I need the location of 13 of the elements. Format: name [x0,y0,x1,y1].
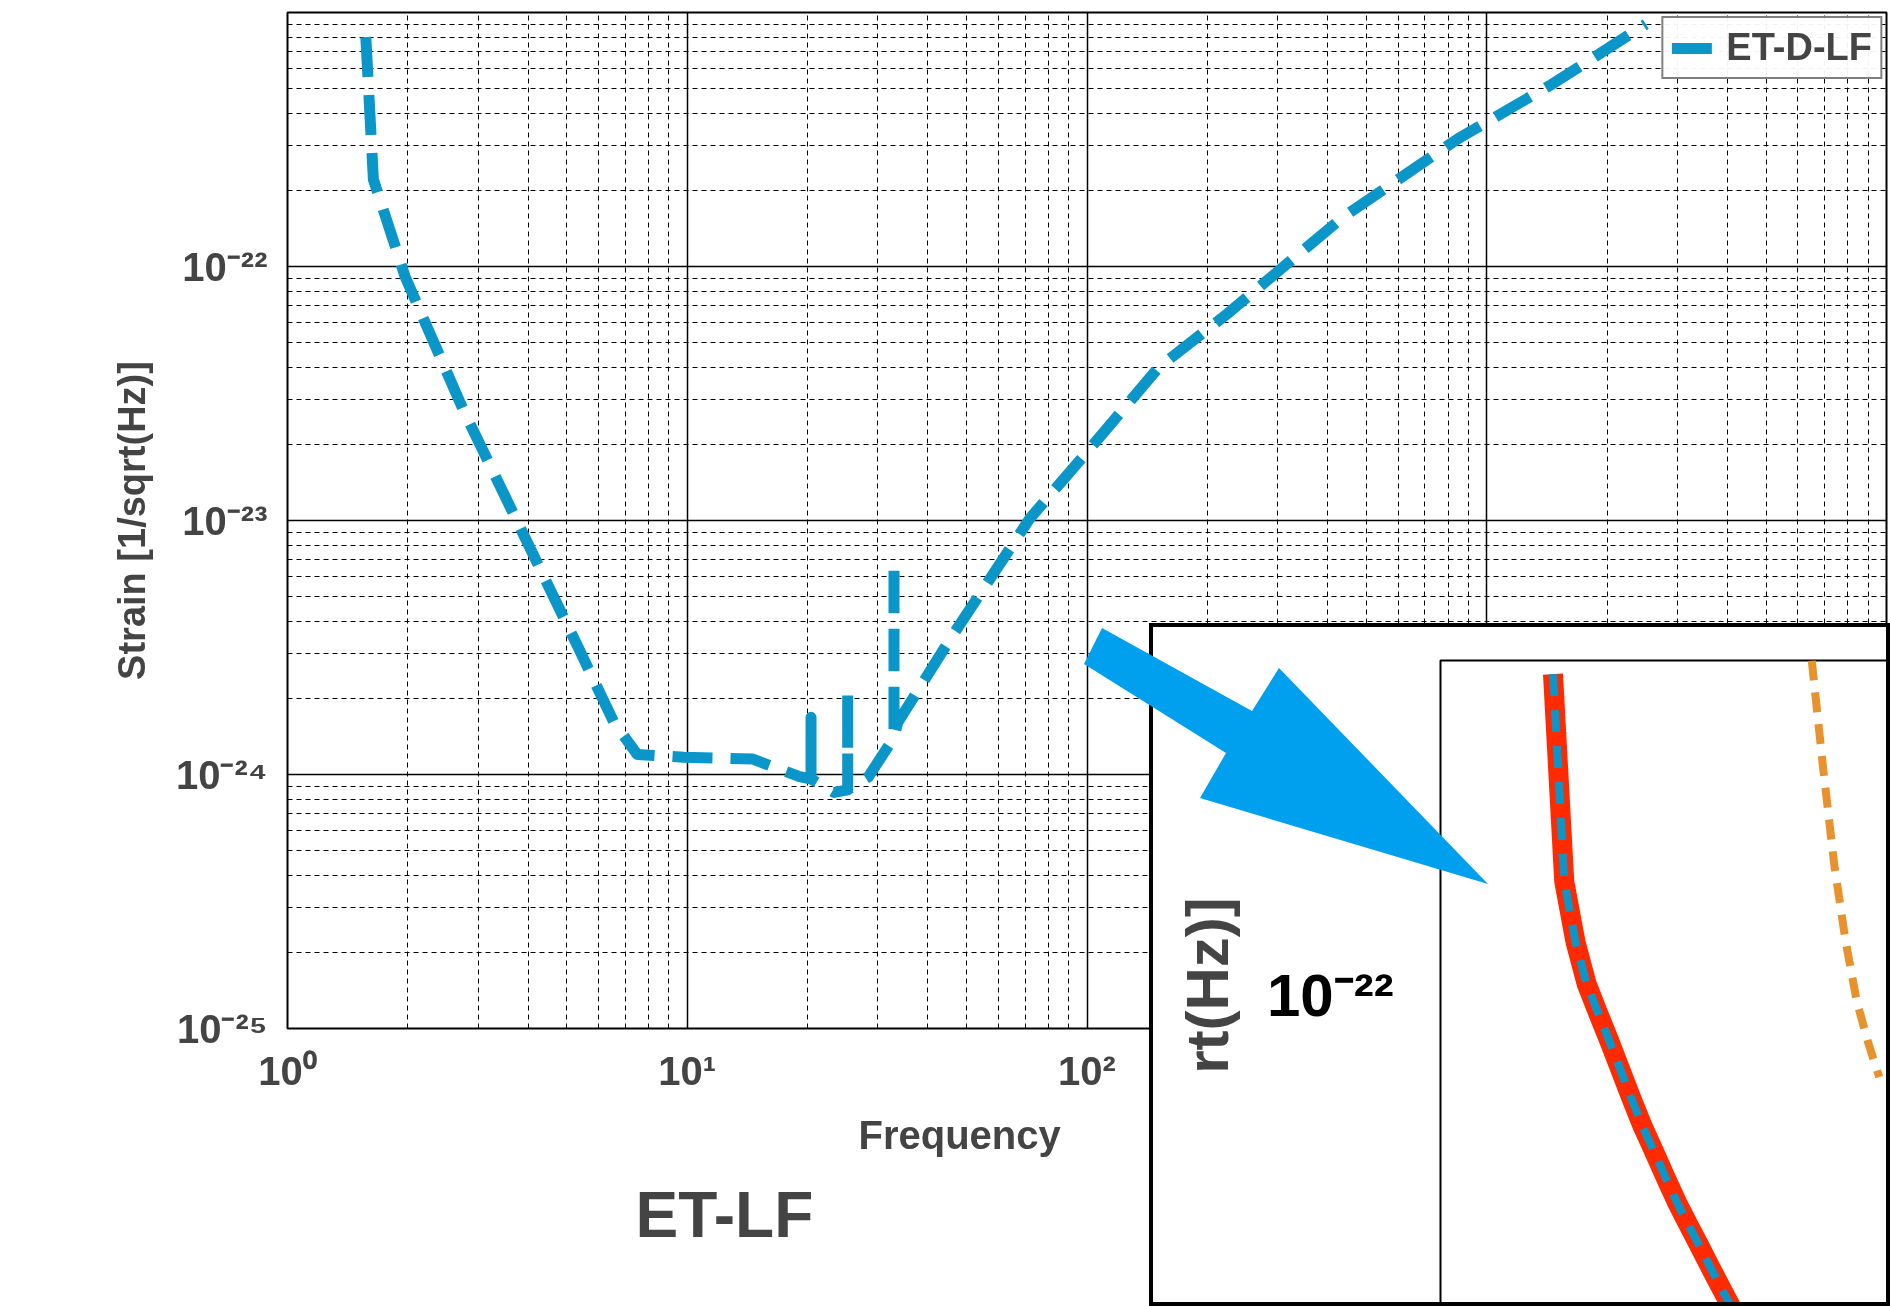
y-tick-label: 10⁻²⁴ [175,752,268,797]
y-axis-title: rt(Hz)] [1173,897,1241,1074]
x-tick-label: 10¹ [658,1048,717,1093]
y-axis-title: Strain [1/sqrt(Hz)] [110,361,153,680]
y-tick-label: 10⁻²³ [182,498,268,543]
x-axis-title: Frequency [858,1112,1062,1157]
y-tick-label: 10⁻²² [182,244,268,289]
x-tick-label: 10⁰ [258,1048,317,1093]
annotation: 10⁻²² [1267,961,1394,1031]
y-tick-label: 10⁻²⁵ [176,1006,268,1051]
legend-label: ET-D-LF [1726,26,1872,69]
text: ET-LF [635,1178,814,1251]
x-tick-label: 10² [1058,1048,1116,1093]
